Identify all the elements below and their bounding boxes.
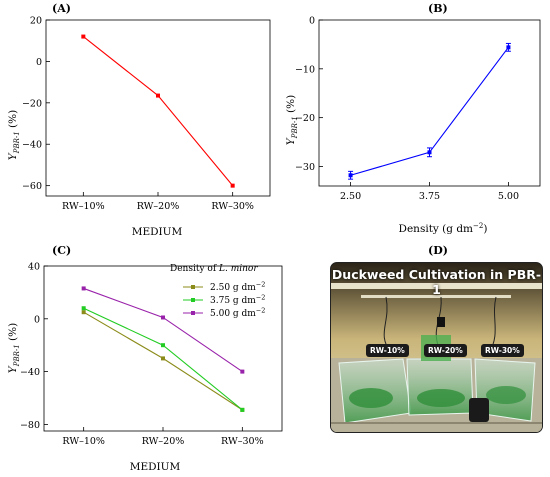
chart-a-series-0-line [82, 36, 234, 186]
svg-text:YPBR-1 (%): YPBR-1 (%) [285, 95, 299, 145]
chart-c-series-2-point [81, 286, 86, 291]
chart-a-y-tick-label: 20 [30, 16, 42, 27]
chart-c-legend-marker [191, 298, 195, 302]
chart-a: (A) YPBR-1 (%) MEDIUM 20 0 −20 −40 −60 RW–10%… [7, 2, 271, 238]
chart-c-x-tick-label: RW–20% [142, 436, 185, 447]
chart-a-series-0-point [230, 183, 235, 188]
chart-c-x-tick-label: RW–30% [221, 436, 264, 447]
chart-c-series-2-point [240, 369, 245, 374]
chart-c-series-0-point [161, 356, 165, 361]
chart-b-x-tick-label: 3.75 [419, 191, 440, 202]
chart-c-series-0-line [83, 311, 243, 411]
chart-b-y-tick-label: −20 [295, 113, 315, 124]
chart-b-y-tick-label: 0 [309, 16, 315, 27]
photo-tag-rw-10: RW-10% [366, 344, 409, 357]
chart-b-y-tick-label: −30 [295, 162, 315, 173]
panel-b-letter: (B) [428, 2, 448, 15]
chart-c-series-1-point [240, 407, 245, 412]
chart-c-legend-entry: 3.75 g dm−2 [210, 294, 265, 307]
chart-c-legend-entry: 5.00 g dm−2 [210, 307, 265, 320]
svg-text:YPBR-1 (%): YPBR-1 (%) [7, 323, 21, 373]
chart-b-y-tick-label: −10 [295, 64, 315, 75]
chart-c-y-tick-label: 40 [28, 262, 40, 273]
panel-d-letter: (D) [428, 244, 448, 257]
chart-b-series-0-point [427, 150, 432, 155]
svg-text:YPBR-1 (%): YPBR-1 (%) [7, 110, 21, 160]
chart-b-plot-frame [318, 19, 541, 187]
chart-a-x-tick-label: RW–10% [62, 201, 105, 212]
chart-c-y-tick-label: −80 [20, 420, 40, 431]
chart-b-x-tick-label: 2.50 [340, 191, 361, 202]
chart-a-series-0-point [81, 34, 86, 39]
chart-b-series-0-point [348, 173, 353, 178]
chart-b-y-axis-title: YPBR-1 (%) [285, 95, 299, 145]
chart-a-x-tick-label: RW–30% [211, 201, 254, 212]
chart-c-legend-marker [191, 311, 195, 315]
chart-a-y-tick-label: −20 [22, 98, 42, 109]
panel-a-letter: (A) [52, 2, 71, 15]
chart-c-legend-title: Density of L. minor [170, 264, 258, 274]
chart-c-y-axis-title: YPBR-1 (%) [7, 323, 21, 373]
chart-c-series-2-point [161, 315, 165, 320]
duckweed-photo: Duckweed Cultivation in PBR-1 RW-10% RW-… [330, 262, 543, 433]
chart-a-y-tick-label: −40 [22, 140, 42, 151]
chart-a-x-axis-title: MEDIUM [132, 226, 183, 238]
chart-c-legend-marker [191, 285, 195, 289]
chart-c-series-1-point [81, 306, 86, 311]
panel-c-letter: (C) [52, 244, 71, 257]
chart-a-y-tick-label: 0 [36, 57, 42, 68]
chart-c-series-0-point [81, 310, 86, 315]
chart-a-plot-frame [45, 19, 271, 197]
chart-c-x-tick-label: RW–10% [62, 436, 105, 447]
chart-c-series-1-point [161, 343, 165, 348]
chart-a-series-0-point [156, 93, 160, 98]
photo-title: Duckweed Cultivation in PBR-1 [331, 267, 542, 297]
photo-tag-rw-30: RW-30% [481, 344, 524, 357]
chart-a-y-axis-title: YPBR-1 (%) [7, 110, 21, 160]
chart-c-y-tick-label: −40 [20, 367, 40, 378]
photo-tag-rw-20: RW-20% [424, 344, 467, 357]
chart-c-legend-entry: 2.50 g dm−2 [210, 281, 265, 294]
chart-b-series-0-point [506, 45, 511, 50]
chart-a-x-tick-label: RW–20% [137, 201, 180, 212]
chart-c: (C) YPBR-1 (%) MEDIUM Density of L. mino… [7, 244, 283, 473]
chart-a-y-tick-label: −60 [22, 181, 42, 192]
chart-c-x-axis-title: MEDIUM [130, 461, 181, 473]
chart-c-y-tick-label: 0 [34, 314, 40, 325]
chart-b: (B) YPBR-1 (%) Density (g dm−2) 0 −10 −20 −… [285, 2, 541, 235]
chart-b-x-tick-label: 5.00 [498, 191, 519, 202]
chart-b-x-axis-title: Density (g dm−2) [399, 222, 488, 235]
